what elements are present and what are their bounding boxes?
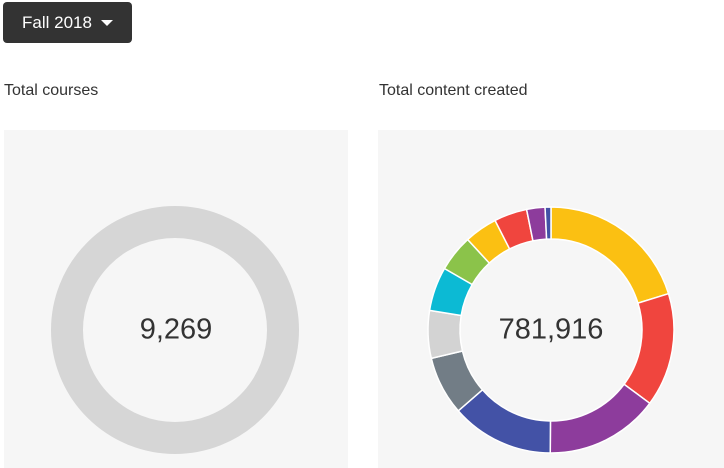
donut-slice [550, 206, 670, 305]
total-content-title: Total content created [379, 82, 528, 99]
total-courses-card: 9,269 [4, 130, 348, 468]
total-content-donut [427, 206, 675, 454]
term-selector-label: Fall 2018 [22, 12, 92, 32]
total-courses-donut [51, 206, 299, 454]
donut-slice [544, 206, 552, 240]
total-content-value: 781,916 [498, 313, 604, 346]
caret-down-icon [100, 19, 113, 26]
term-selector-button[interactable]: Fall 2018 [3, 2, 132, 43]
donut-slice [549, 383, 651, 454]
total-courses-title: Total courses [4, 82, 99, 99]
donut-slice [623, 292, 675, 405]
total-content-card: 781,916 [378, 130, 724, 468]
donut-slice [51, 206, 299, 454]
total-courses-value: 9,269 [139, 313, 213, 346]
